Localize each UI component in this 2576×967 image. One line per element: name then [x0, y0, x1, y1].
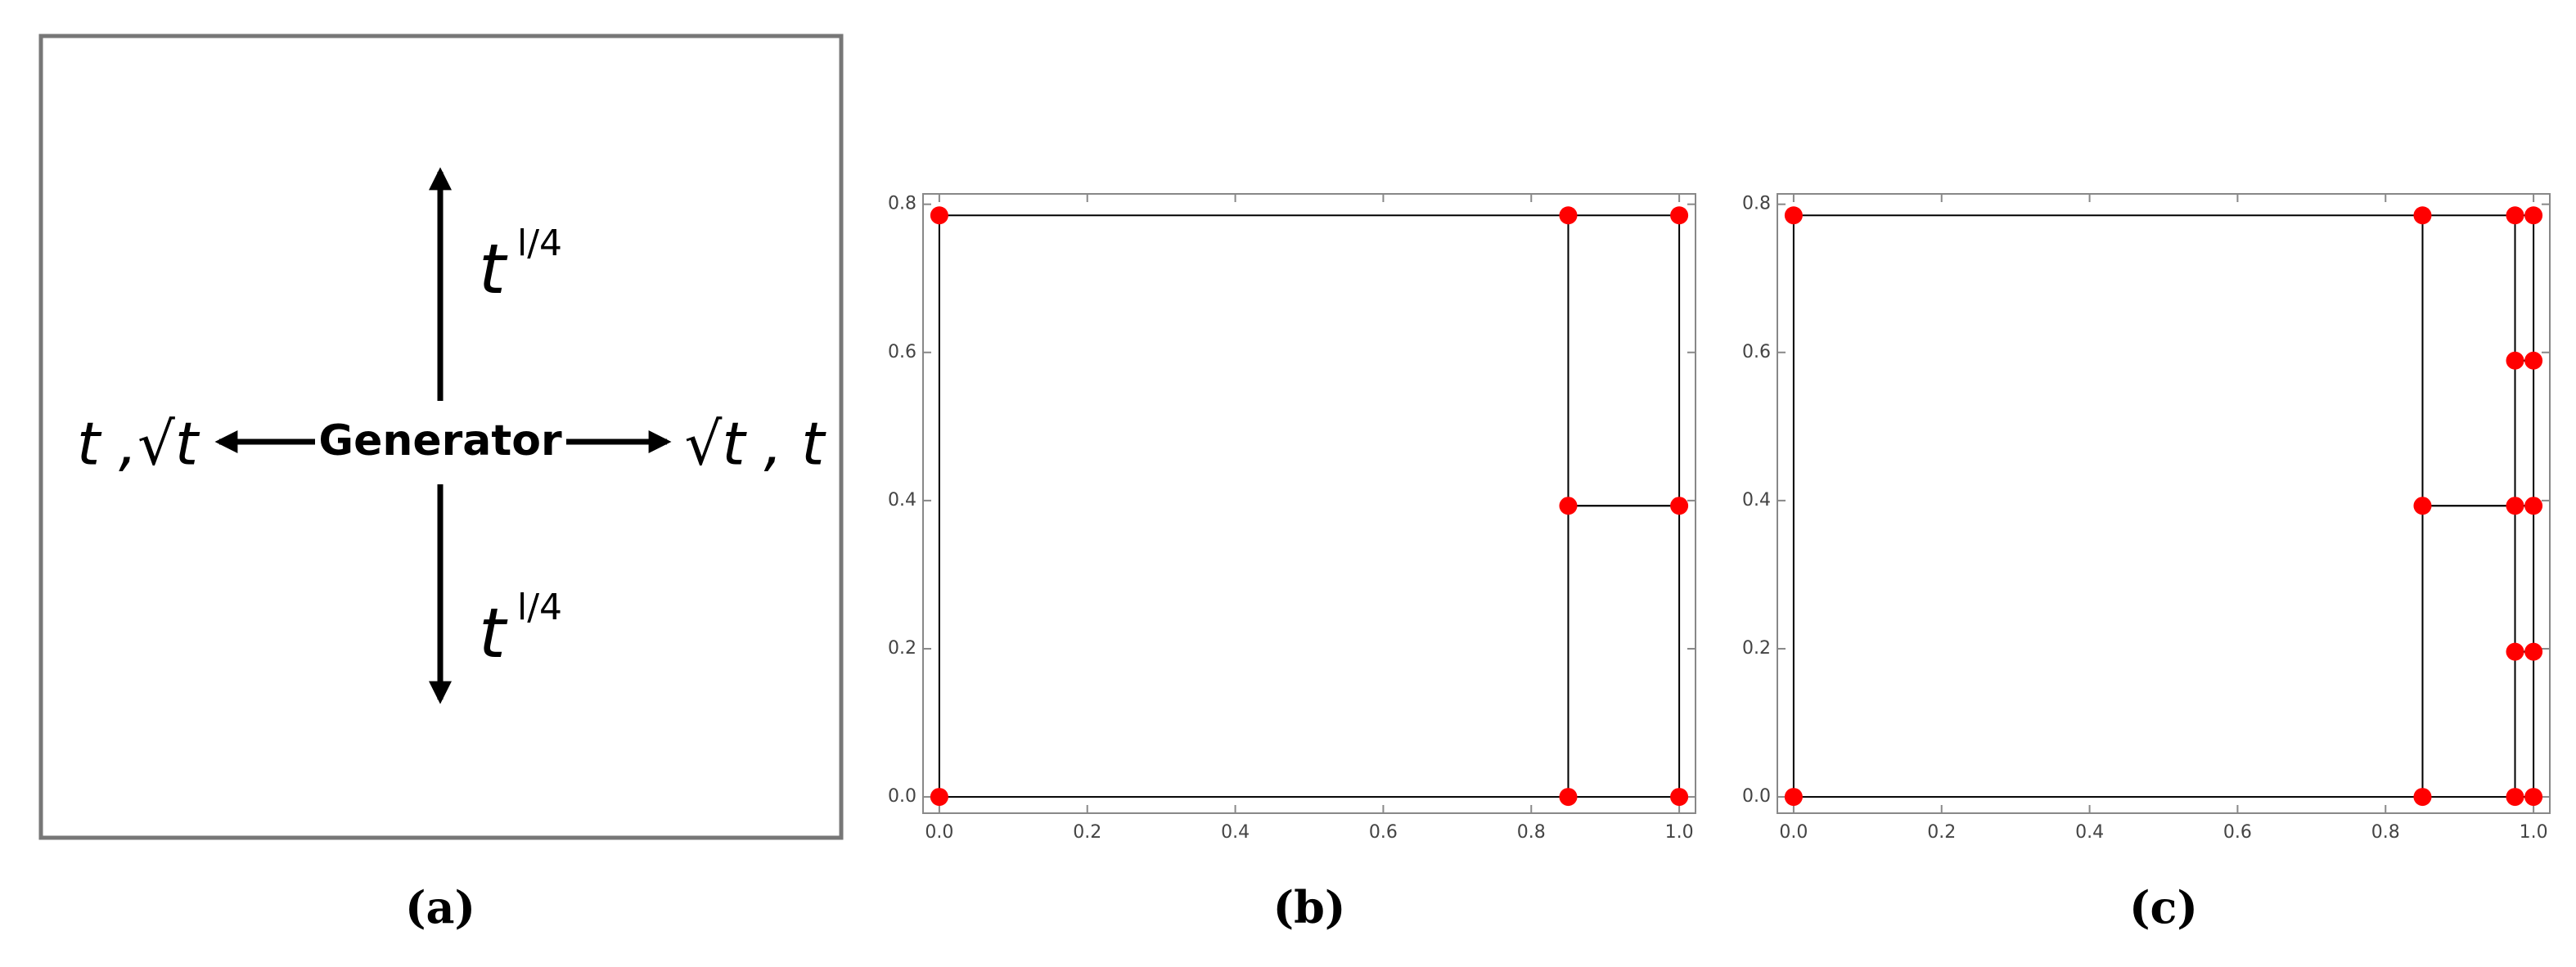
point [1670, 788, 1689, 807]
right-label: √t , t [685, 410, 827, 479]
caption: (b) [1273, 881, 1346, 933]
point [1784, 788, 1803, 807]
plot: 0.0 0.2 0.4 0.6 0.8 1.0 0.0 0.2 0.4 0.6 0.8 [888, 193, 1696, 843]
y-tick-label: 0.6 [888, 342, 916, 362]
generator-label: Generator [318, 416, 562, 466]
point [1559, 788, 1578, 807]
x-tick-label: 0.2 [1927, 822, 1956, 843]
x-tick-label: 0.6 [2223, 822, 2252, 843]
y-tick-label: 0.4 [888, 490, 916, 510]
y-tick-label: 0.0 [888, 786, 916, 807]
cell [1792, 214, 2424, 798]
plot-frame [922, 193, 1696, 814]
point [2506, 788, 2524, 807]
x-tick-label: 0.6 [1369, 822, 1398, 843]
down-base: t [479, 593, 508, 673]
cell [2514, 505, 2535, 653]
point [2524, 642, 2543, 661]
x-tick-label: 0.8 [2371, 822, 2400, 843]
x-tick-label: 0.8 [1517, 822, 1546, 843]
x-tick-label: 1.0 [1665, 822, 1694, 843]
point [2506, 351, 2524, 370]
point [2506, 206, 2524, 225]
point [2524, 351, 2543, 370]
panel-a: Generator t l/4 t l/4 t ,√t √t , t [38, 34, 844, 840]
point [2524, 206, 2543, 225]
cell [2514, 214, 2535, 362]
y-tick-label: 0.6 [1742, 342, 1771, 362]
point [2413, 497, 2432, 515]
x-tick-label: 0.0 [1779, 822, 1808, 843]
cell [938, 214, 1569, 798]
y-tick-label: 0.2 [888, 638, 916, 659]
caption: (a) [405, 881, 475, 933]
cell [2514, 650, 2535, 798]
point [1784, 206, 1803, 225]
point [2524, 497, 2543, 515]
point [2413, 206, 2432, 225]
caption: (c) [2129, 881, 2198, 933]
point [930, 788, 948, 807]
point [1670, 497, 1689, 515]
left-label: t ,√t [77, 410, 200, 479]
plot-frame [1777, 193, 2551, 814]
point [2506, 497, 2524, 515]
y-tick-label: 0.8 [888, 194, 916, 214]
y-tick-label: 0.0 [1742, 786, 1771, 807]
up-base: t [479, 229, 508, 309]
point [1559, 497, 1578, 515]
point [2413, 788, 2432, 807]
point [2506, 642, 2524, 661]
x-tick-label: 0.0 [925, 822, 953, 843]
up-exponent: l/4 [517, 223, 562, 264]
cell [1567, 505, 1681, 798]
cell [2421, 505, 2516, 798]
point [1670, 206, 1689, 225]
y-tick-label: 0.8 [1742, 194, 1771, 214]
cell [1567, 214, 1681, 507]
point [1559, 206, 1578, 225]
x-tick-label: 0.4 [1221, 822, 1250, 843]
cell [2421, 214, 2516, 507]
x-tick-label: 0.4 [2075, 822, 2104, 843]
down-exponent: l/4 [517, 587, 562, 628]
y-tick-label: 0.2 [1742, 638, 1771, 659]
point [2524, 788, 2543, 807]
cell [2514, 359, 2535, 507]
plot: 0.0 0.2 0.4 0.6 0.8 1.0 0.0 0.2 0.4 0.6 0.8 [1742, 193, 2551, 843]
x-tick-label: 0.2 [1073, 822, 1101, 843]
x-tick-label: 1.0 [2520, 822, 2548, 843]
y-tick-label: 0.4 [1742, 490, 1771, 510]
point [930, 206, 948, 225]
